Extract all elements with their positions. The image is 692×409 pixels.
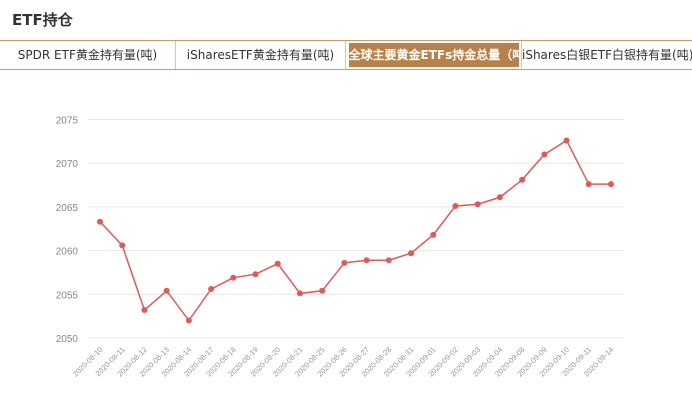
data-point [541,151,548,158]
data-point [296,290,303,297]
data-point [274,260,281,267]
data-point [119,242,126,249]
data-point [408,250,415,257]
data-point [608,181,614,188]
data-point [474,201,481,208]
data-point [163,287,170,294]
tab-ishares-silver[interactable]: iShares白银ETF白银持有量(吨) [522,48,692,62]
data-point [585,181,592,188]
data-point [363,257,370,264]
tab-global-gold-etfs-label: 全球主要黄金ETFs持金总量（吨） [348,43,519,67]
data-point [496,194,503,201]
section-header: ETF持仓 [0,0,692,38]
y-tick-label: 2075 [56,115,79,126]
tab-spdr-gold[interactable]: SPDR ETF黄金持有量(吨) [0,41,176,69]
y-tick-label: 2050 [56,334,79,345]
tab-global-gold-etfs[interactable]: 全球主要黄金ETFs持金总量（吨） [346,41,522,69]
y-tick-label: 2060 [56,247,79,258]
data-point [385,257,392,264]
data-point [430,231,437,238]
data-point [319,287,326,294]
page-title: ETF持仓 [12,11,73,29]
data-point [97,218,103,225]
data-point [452,203,459,210]
line-chart: 2050205520602065207020752020-08-102020-0… [56,115,624,379]
data-point [341,259,348,266]
data-point [141,307,148,314]
y-tick-label: 2070 [56,159,79,170]
y-tick-label: 2055 [56,290,79,301]
series-line [99,139,611,322]
data-point [519,176,526,183]
data-point [185,317,192,324]
data-point [208,286,215,293]
data-point [230,274,237,281]
data-point [252,271,259,278]
tab-ishares-gold[interactable]: iSharesETF黄金持有量(吨) [176,41,346,69]
chart-container: 2050 2055 2060 2065 2070 2075 2020-08-10 2020-0… [0,72,692,404]
y-tick-label: 2065 [56,203,79,214]
tab-bar: SPDR ETF黄金持有量(吨) iSharesETF黄金持有量(吨) 全球主要… [0,40,692,70]
data-point [563,137,570,144]
